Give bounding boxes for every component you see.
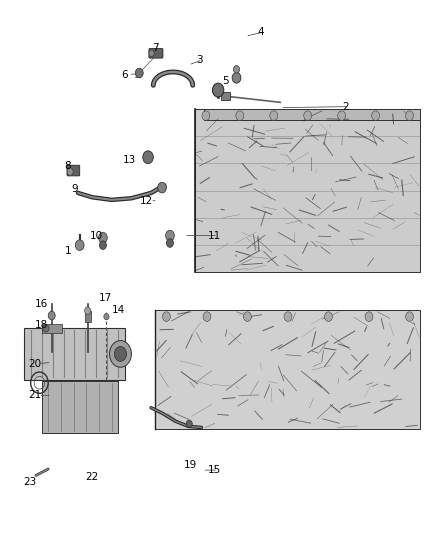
Text: 19: 19 bbox=[184, 460, 197, 470]
Circle shape bbox=[202, 111, 210, 120]
Bar bbox=[155, 310, 420, 429]
Circle shape bbox=[236, 111, 244, 120]
Bar bbox=[42, 381, 118, 433]
Circle shape bbox=[67, 168, 73, 175]
Text: 21: 21 bbox=[28, 391, 42, 400]
Circle shape bbox=[48, 311, 55, 320]
Text: 9: 9 bbox=[71, 184, 78, 194]
Bar bbox=[24, 328, 125, 380]
Circle shape bbox=[212, 83, 224, 97]
Circle shape bbox=[325, 312, 332, 321]
Circle shape bbox=[371, 111, 379, 120]
Circle shape bbox=[232, 72, 241, 83]
Circle shape bbox=[338, 111, 346, 120]
Text: 17: 17 bbox=[99, 294, 112, 303]
Bar bbox=[195, 109, 420, 272]
Bar bbox=[221, 92, 230, 100]
Circle shape bbox=[166, 239, 173, 247]
Text: 5: 5 bbox=[222, 76, 229, 86]
Text: 15: 15 bbox=[208, 465, 221, 475]
FancyBboxPatch shape bbox=[149, 49, 163, 58]
Text: 18: 18 bbox=[35, 320, 48, 330]
Circle shape bbox=[99, 241, 106, 249]
Text: 12: 12 bbox=[140, 197, 153, 206]
Circle shape bbox=[233, 66, 240, 73]
Circle shape bbox=[43, 325, 49, 332]
Text: 14: 14 bbox=[112, 305, 125, 315]
Circle shape bbox=[149, 50, 154, 56]
Circle shape bbox=[304, 111, 311, 120]
Circle shape bbox=[244, 312, 251, 321]
Text: 6: 6 bbox=[121, 70, 128, 79]
Text: 1: 1 bbox=[64, 246, 71, 255]
Text: 23: 23 bbox=[23, 478, 36, 487]
Circle shape bbox=[99, 232, 107, 243]
Text: 16: 16 bbox=[35, 299, 48, 309]
Circle shape bbox=[406, 312, 413, 321]
Text: 20: 20 bbox=[28, 359, 42, 368]
Text: 3: 3 bbox=[196, 55, 203, 64]
Text: 4: 4 bbox=[257, 27, 264, 37]
Circle shape bbox=[75, 240, 84, 251]
Circle shape bbox=[270, 111, 278, 120]
Circle shape bbox=[135, 68, 143, 78]
Polygon shape bbox=[204, 109, 420, 120]
Text: 11: 11 bbox=[208, 231, 221, 240]
Bar bbox=[42, 324, 62, 333]
Text: 7: 7 bbox=[152, 43, 159, 53]
Bar bbox=[85, 311, 91, 322]
Circle shape bbox=[186, 420, 192, 427]
Circle shape bbox=[284, 312, 292, 321]
Circle shape bbox=[365, 312, 373, 321]
Circle shape bbox=[104, 313, 109, 320]
Circle shape bbox=[162, 312, 170, 321]
Circle shape bbox=[166, 230, 174, 241]
Circle shape bbox=[114, 346, 127, 361]
Text: 2: 2 bbox=[343, 102, 350, 111]
Circle shape bbox=[158, 182, 166, 193]
Text: 10: 10 bbox=[90, 231, 103, 240]
Circle shape bbox=[143, 151, 153, 164]
Circle shape bbox=[85, 307, 91, 314]
Circle shape bbox=[110, 341, 131, 367]
Text: 8: 8 bbox=[64, 161, 71, 171]
Text: 22: 22 bbox=[85, 472, 99, 482]
Circle shape bbox=[406, 111, 413, 120]
Circle shape bbox=[203, 312, 211, 321]
Text: 13: 13 bbox=[123, 155, 136, 165]
FancyBboxPatch shape bbox=[67, 165, 80, 176]
